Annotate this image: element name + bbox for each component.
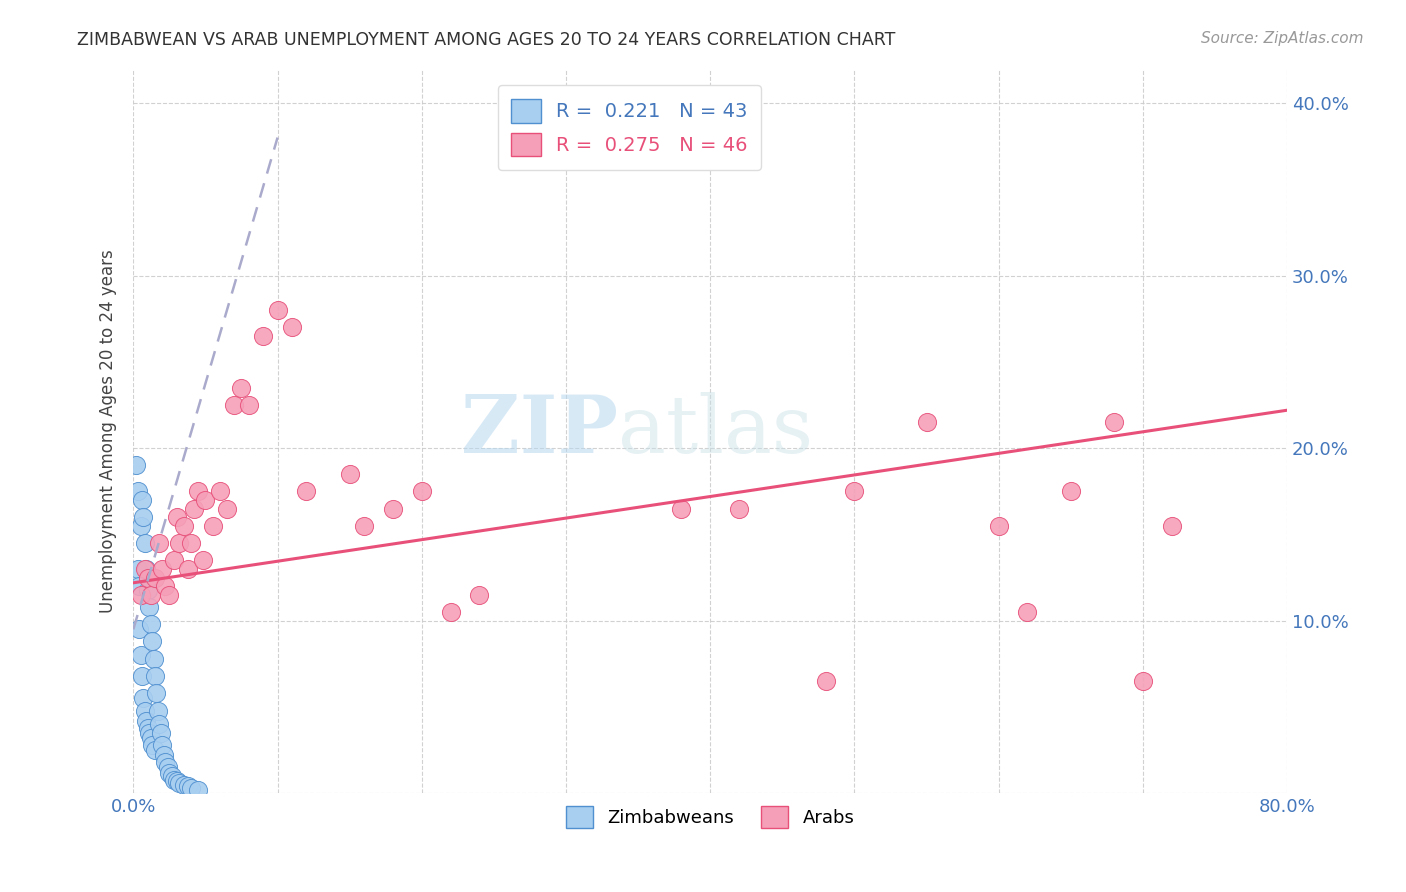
Point <box>844 484 866 499</box>
Point <box>153 579 176 593</box>
Point <box>131 492 153 507</box>
Point <box>141 738 163 752</box>
Point <box>129 519 152 533</box>
Point <box>148 717 170 731</box>
Point <box>129 588 152 602</box>
Text: Source: ZipAtlas.com: Source: ZipAtlas.com <box>1201 31 1364 46</box>
Point <box>139 617 162 632</box>
Point <box>208 484 231 499</box>
Point <box>134 704 156 718</box>
Point <box>135 714 157 728</box>
Point <box>169 536 191 550</box>
Point <box>468 588 491 602</box>
Point <box>148 536 170 550</box>
Point <box>127 562 149 576</box>
Point <box>157 588 180 602</box>
Point <box>138 599 160 614</box>
Point <box>411 484 433 499</box>
Point <box>166 510 188 524</box>
Point <box>728 501 751 516</box>
Point <box>1017 605 1039 619</box>
Point <box>141 634 163 648</box>
Point <box>169 776 191 790</box>
Point <box>157 765 180 780</box>
Point <box>201 519 224 533</box>
Point <box>1160 519 1182 533</box>
Point <box>143 743 166 757</box>
Point <box>1132 674 1154 689</box>
Point <box>162 769 184 783</box>
Point <box>136 582 159 597</box>
Point <box>132 691 155 706</box>
Y-axis label: Unemployment Among Ages 20 to 24 years: Unemployment Among Ages 20 to 24 years <box>100 249 117 613</box>
Point <box>281 320 304 334</box>
Point <box>1102 415 1125 429</box>
Point <box>266 303 288 318</box>
Point <box>177 780 200 794</box>
Point <box>142 651 165 665</box>
Legend: Zimbabweans, Arabs: Zimbabweans, Arabs <box>558 798 862 835</box>
Point <box>439 605 461 619</box>
Point <box>131 669 153 683</box>
Text: atlas: atlas <box>617 392 813 470</box>
Point <box>224 398 246 412</box>
Point <box>163 553 186 567</box>
Point <box>180 781 202 796</box>
Point <box>125 458 148 473</box>
Point <box>177 562 200 576</box>
Point <box>173 519 195 533</box>
Point <box>187 783 209 797</box>
Point <box>163 772 186 787</box>
Point <box>143 669 166 683</box>
Point <box>132 510 155 524</box>
Text: ZIP: ZIP <box>461 392 617 470</box>
Point <box>128 579 150 593</box>
Point <box>191 553 214 567</box>
Point <box>129 648 152 663</box>
Point <box>814 674 837 689</box>
Point <box>138 726 160 740</box>
Point <box>135 562 157 576</box>
Point <box>143 571 166 585</box>
Point <box>180 536 202 550</box>
Point <box>231 381 253 395</box>
Point <box>150 738 173 752</box>
Point <box>1060 484 1083 499</box>
Point <box>353 519 375 533</box>
Point <box>146 704 169 718</box>
Point <box>152 748 174 763</box>
Point <box>139 731 162 745</box>
Point <box>139 588 162 602</box>
Point <box>295 484 318 499</box>
Point <box>183 501 205 516</box>
Point <box>156 760 179 774</box>
Point <box>217 501 239 516</box>
Point <box>149 726 172 740</box>
Point <box>671 501 693 516</box>
Point <box>134 536 156 550</box>
Point <box>194 492 217 507</box>
Point <box>381 501 404 516</box>
Point <box>187 484 209 499</box>
Point <box>238 398 260 412</box>
Point <box>127 484 149 499</box>
Point <box>915 415 938 429</box>
Point <box>145 686 167 700</box>
Point <box>128 623 150 637</box>
Point <box>339 467 361 481</box>
Point <box>987 519 1010 533</box>
Point <box>134 562 156 576</box>
Point <box>252 329 274 343</box>
Point <box>153 756 176 770</box>
Point <box>150 562 173 576</box>
Point <box>136 721 159 735</box>
Point <box>166 774 188 789</box>
Text: ZIMBABWEAN VS ARAB UNEMPLOYMENT AMONG AGES 20 TO 24 YEARS CORRELATION CHART: ZIMBABWEAN VS ARAB UNEMPLOYMENT AMONG AG… <box>77 31 896 49</box>
Point <box>136 571 159 585</box>
Point <box>173 778 195 792</box>
